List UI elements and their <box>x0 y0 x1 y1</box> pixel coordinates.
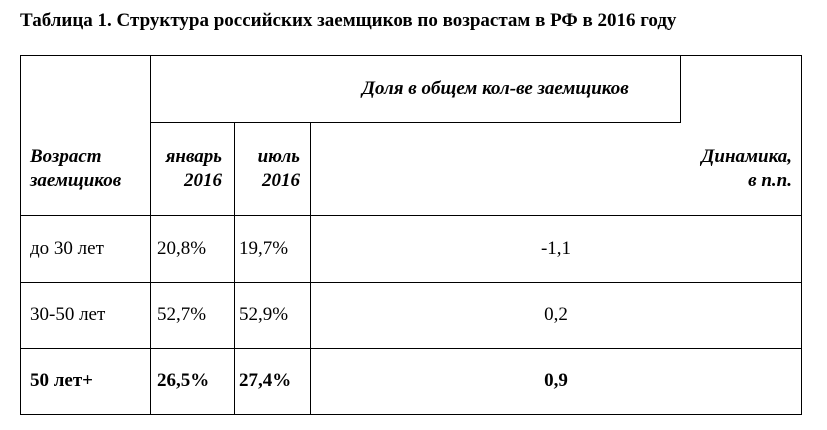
border <box>20 215 802 216</box>
cell: до 30 лет <box>30 237 104 259</box>
dyn-header: Динамика, <box>701 146 792 167</box>
border <box>20 55 21 415</box>
cell: 52,9% <box>239 304 289 325</box>
cell: 19,7% <box>239 237 289 259</box>
border <box>20 282 802 283</box>
jul-header: 2016 <box>262 170 300 191</box>
cell: 20,8% <box>157 237 207 259</box>
group-header: Доля в общем кол-ве заемщиков <box>362 78 629 99</box>
age-header: заемщиков <box>30 170 122 191</box>
cell: 0,2 <box>544 304 568 325</box>
cell: 27,4% <box>239 370 292 391</box>
border <box>20 414 802 415</box>
cell: 30-50 лет <box>30 304 106 325</box>
jan-header: 2016 <box>184 170 222 191</box>
cell: 26,5% <box>157 370 210 391</box>
border <box>20 348 802 349</box>
border <box>310 122 311 415</box>
border <box>150 122 681 123</box>
cell: 50 лет+ <box>30 370 94 391</box>
border <box>20 55 802 56</box>
border <box>801 55 802 415</box>
age-header: Возраст <box>30 146 102 167</box>
jul-header: июль <box>257 146 300 167</box>
cell: -1,1 <box>540 237 572 259</box>
cell: 52,7% <box>157 304 207 325</box>
jan-header: январь <box>165 146 222 167</box>
border <box>150 55 151 415</box>
dyn-header: в п.п. <box>748 170 792 191</box>
border <box>234 122 235 415</box>
border <box>680 55 681 123</box>
cell: 0,9 <box>544 370 568 391</box>
title: Таблица 1. Структура российских заемщико… <box>20 10 677 31</box>
